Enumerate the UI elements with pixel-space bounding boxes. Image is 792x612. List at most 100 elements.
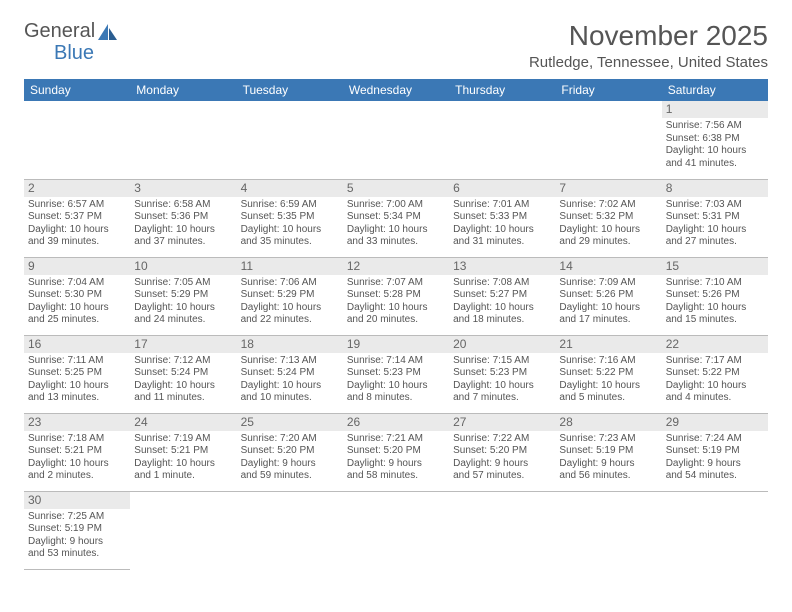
day-detail: Sunrise: 7:19 AM [134, 433, 232, 446]
calendar-cell: 2Sunrise: 6:57 AMSunset: 5:37 PMDaylight… [24, 179, 130, 257]
calendar-cell: 30 Sunrise: 7:25 AMSunset: 5:19 PMDayligh… [24, 491, 130, 569]
day-detail: Sunrise: 7:03 AM [666, 199, 764, 212]
calendar-row: 9Sunrise: 7:04 AMSunset: 5:30 PMDaylight… [24, 257, 768, 335]
day-detail: Sunrise: 7:10 AM [666, 277, 764, 290]
col-monday: Monday [130, 79, 236, 101]
day-number: 28 [555, 414, 661, 431]
day-number: 26 [343, 414, 449, 431]
day-detail: Sunset: 5:22 PM [559, 367, 657, 380]
day-number: 15 [662, 258, 768, 275]
day-detail: Sunset: 5:24 PM [134, 367, 232, 380]
day-detail: Sunrise: 7:08 AM [453, 277, 551, 290]
day-detail: Sunset: 5:26 PM [559, 289, 657, 302]
day-detail: Daylight: 10 hours [453, 380, 551, 393]
calendar-cell: 9Sunrise: 7:04 AMSunset: 5:30 PMDaylight… [24, 257, 130, 335]
day-detail: Daylight: 9 hours [453, 458, 551, 471]
calendar-cell: 22Sunrise: 7:17 AMSunset: 5:22 PMDayligh… [662, 335, 768, 413]
title-block: November 2025 Rutledge, Tennessee, Unite… [529, 20, 768, 71]
day-detail: Daylight: 10 hours [666, 302, 764, 315]
day-detail: Sunset: 5:26 PM [666, 289, 764, 302]
day-detail: Daylight: 9 hours [28, 536, 126, 549]
day-detail: Daylight: 10 hours [241, 380, 339, 393]
day-detail: and 15 minutes. [666, 314, 764, 327]
day-detail: and 10 minutes. [241, 392, 339, 405]
day-detail: Sunrise: 7:07 AM [347, 277, 445, 290]
calendar-cell [237, 101, 343, 179]
day-detail: Sunrise: 7:14 AM [347, 355, 445, 368]
col-friday: Friday [555, 79, 661, 101]
day-detail: and 37 minutes. [134, 236, 232, 249]
day-number: 25 [237, 414, 343, 431]
calendar-cell [449, 101, 555, 179]
day-detail: Sunrise: 7:25 AM [28, 511, 126, 524]
calendar-cell: 6Sunrise: 7:01 AMSunset: 5:33 PMDaylight… [449, 179, 555, 257]
day-detail: Sunset: 5:30 PM [28, 289, 126, 302]
day-detail: Daylight: 10 hours [241, 224, 339, 237]
day-detail: Sunset: 5:19 PM [559, 445, 657, 458]
day-detail: Daylight: 9 hours [559, 458, 657, 471]
day-detail: Sunset: 5:29 PM [134, 289, 232, 302]
day-number: 20 [449, 336, 555, 353]
calendar-cell: 29Sunrise: 7:24 AMSunset: 5:19 PMDayligh… [662, 413, 768, 491]
calendar-cell [130, 101, 236, 179]
day-detail: Daylight: 10 hours [28, 224, 126, 237]
day-detail: Daylight: 9 hours [666, 458, 764, 471]
day-detail: and 8 minutes. [347, 392, 445, 405]
day-number: 19 [343, 336, 449, 353]
calendar-cell: 14Sunrise: 7:09 AMSunset: 5:26 PMDayligh… [555, 257, 661, 335]
calendar-cell: 5Sunrise: 7:00 AMSunset: 5:34 PMDaylight… [343, 179, 449, 257]
day-detail: and 1 minute. [134, 470, 232, 483]
col-saturday: Saturday [662, 79, 768, 101]
day-detail: Sunset: 5:29 PM [241, 289, 339, 302]
calendar-row: 30 Sunrise: 7:25 AMSunset: 5:19 PMDayligh… [24, 491, 768, 569]
day-number: 27 [449, 414, 555, 431]
col-tuesday: Tuesday [237, 79, 343, 101]
day-number: 30 [24, 492, 130, 509]
day-detail: Sunset: 5:27 PM [453, 289, 551, 302]
calendar-cell [24, 101, 130, 179]
day-detail: Sunrise: 7:12 AM [134, 355, 232, 368]
day-detail: and 58 minutes. [347, 470, 445, 483]
day-number: 24 [130, 414, 236, 431]
day-detail: and 22 minutes. [241, 314, 339, 327]
day-detail: Sunrise: 7:18 AM [28, 433, 126, 446]
day-detail: Sunset: 5:23 PM [453, 367, 551, 380]
day-detail: and 17 minutes. [559, 314, 657, 327]
calendar-cell: 4Sunrise: 6:59 AMSunset: 5:35 PMDaylight… [237, 179, 343, 257]
day-number: 1 [662, 101, 768, 118]
col-sunday: Sunday [24, 79, 130, 101]
calendar-cell: 20Sunrise: 7:15 AMSunset: 5:23 PMDayligh… [449, 335, 555, 413]
day-number: 22 [662, 336, 768, 353]
day-detail: and 18 minutes. [453, 314, 551, 327]
day-detail: Sunset: 5:20 PM [347, 445, 445, 458]
day-detail: Sunset: 5:35 PM [241, 211, 339, 224]
day-number: 4 [237, 180, 343, 197]
location-text: Rutledge, Tennessee, United States [529, 54, 768, 71]
day-detail: Sunset: 5:33 PM [453, 211, 551, 224]
day-detail: Sunset: 5:19 PM [28, 523, 126, 536]
day-number: 23 [24, 414, 130, 431]
day-number: 12 [343, 258, 449, 275]
day-detail: Sunset: 5:21 PM [134, 445, 232, 458]
calendar-cell: 7Sunrise: 7:02 AMSunset: 5:32 PMDaylight… [555, 179, 661, 257]
day-detail: Daylight: 10 hours [347, 224, 445, 237]
day-detail: Sunrise: 7:16 AM [559, 355, 657, 368]
month-title: November 2025 [529, 20, 768, 52]
day-number: 16 [24, 336, 130, 353]
calendar-cell: 28Sunrise: 7:23 AMSunset: 5:19 PMDayligh… [555, 413, 661, 491]
day-detail: Daylight: 10 hours [559, 302, 657, 315]
calendar-cell: 11Sunrise: 7:06 AMSunset: 5:29 PMDayligh… [237, 257, 343, 335]
day-detail: Daylight: 10 hours [347, 302, 445, 315]
day-detail: and 56 minutes. [559, 470, 657, 483]
day-detail: and 13 minutes. [28, 392, 126, 405]
day-detail: and 53 minutes. [28, 548, 126, 561]
day-detail: Sunset: 5:25 PM [28, 367, 126, 380]
day-detail: Sunrise: 7:17 AM [666, 355, 764, 368]
day-detail: Sunset: 5:36 PM [134, 211, 232, 224]
calendar-cell: 3Sunrise: 6:58 AMSunset: 5:36 PMDaylight… [130, 179, 236, 257]
day-detail: Sunrise: 7:20 AM [241, 433, 339, 446]
day-detail: Sunset: 5:34 PM [347, 211, 445, 224]
sail-icon [97, 23, 119, 41]
day-detail: Daylight: 10 hours [134, 380, 232, 393]
day-detail: Sunset: 5:20 PM [453, 445, 551, 458]
